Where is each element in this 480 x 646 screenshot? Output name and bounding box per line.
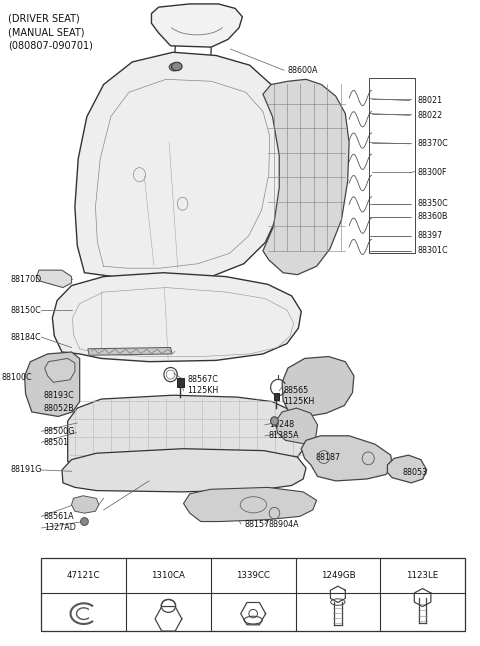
Ellipse shape [171,62,182,70]
Text: 1249GB: 1249GB [321,571,355,580]
Text: 1125KH: 1125KH [187,386,218,395]
Polygon shape [88,348,172,355]
Ellipse shape [81,517,88,525]
Polygon shape [52,273,301,362]
Text: 88193C: 88193C [44,391,74,400]
Polygon shape [36,270,72,287]
Polygon shape [24,352,80,417]
Text: 88360B: 88360B [417,212,447,221]
Bar [274,393,279,401]
Text: 88191G: 88191G [10,466,42,474]
Text: 88561A: 88561A [44,512,74,521]
Polygon shape [72,495,99,513]
Polygon shape [68,395,306,472]
Text: 88301C: 88301C [417,246,448,255]
Text: 88904A: 88904A [269,519,300,528]
Polygon shape [276,408,318,444]
Text: 1339CC: 1339CC [236,571,270,580]
Text: 88350C: 88350C [417,199,448,208]
Text: 88370C: 88370C [417,140,448,149]
Text: 88567C: 88567C [187,375,218,384]
Text: 88157: 88157 [245,519,270,528]
Polygon shape [152,4,242,47]
Bar [41,558,465,631]
Polygon shape [62,449,306,492]
Polygon shape [282,357,354,417]
Text: 88184C: 88184C [10,333,41,342]
Ellipse shape [169,63,179,71]
Text: 88300F: 88300F [417,169,446,177]
Text: 88600A: 88600A [288,66,318,75]
Polygon shape [183,487,317,521]
Text: (080807-090701): (080807-090701) [8,41,93,50]
Text: 47121C: 47121C [67,571,100,580]
Polygon shape [387,455,427,483]
Text: 88100C: 88100C [1,373,32,382]
Text: 88187: 88187 [316,453,341,462]
Polygon shape [263,79,349,275]
Text: 88501: 88501 [44,438,69,447]
Text: 88397: 88397 [417,231,443,240]
Polygon shape [45,359,75,382]
Text: (DRIVER SEAT): (DRIVER SEAT) [8,14,80,24]
Bar [369,78,415,253]
Text: 1310CA: 1310CA [152,571,185,580]
Text: 88053: 88053 [403,468,428,477]
Text: 88565: 88565 [283,386,308,395]
Text: 88500G: 88500G [44,427,75,436]
Text: 88022: 88022 [417,111,443,120]
Text: 1125KH: 1125KH [283,397,314,406]
Text: 88052B: 88052B [44,404,74,413]
Text: 10248: 10248 [269,421,294,430]
Polygon shape [75,52,288,280]
Text: 1123LE: 1123LE [407,571,439,580]
Text: 88170D: 88170D [10,275,41,284]
Bar [177,379,183,388]
Text: 88150C: 88150C [10,306,41,315]
Text: 81385A: 81385A [269,432,300,441]
Polygon shape [301,436,392,481]
Text: (MANUAL SEAT): (MANUAL SEAT) [8,27,84,37]
Ellipse shape [271,417,278,425]
Text: 88021: 88021 [417,96,442,105]
Text: 1327AD: 1327AD [44,523,76,532]
